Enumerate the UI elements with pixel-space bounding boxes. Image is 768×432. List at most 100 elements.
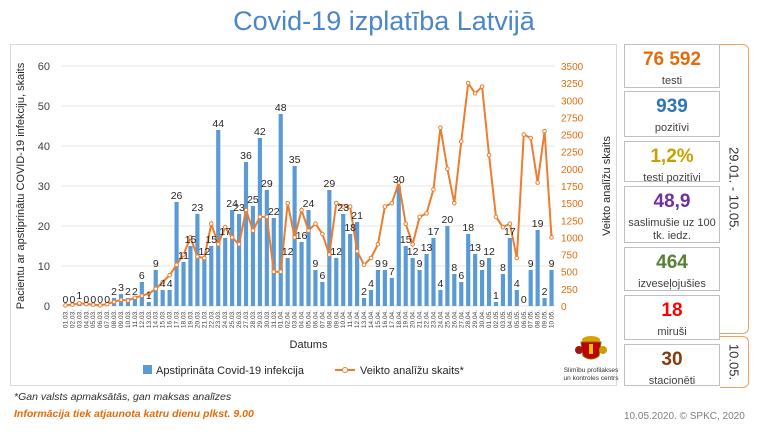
bar: [486, 258, 492, 306]
bar-value-label: 6: [458, 270, 464, 282]
left-tick-label: 60: [38, 61, 50, 73]
bar: [424, 254, 429, 306]
stat-box: 18 miruši: [624, 295, 720, 340]
line-point: [104, 301, 110, 307]
bar: [417, 270, 422, 306]
bar-value-label: 6: [139, 270, 145, 282]
line-point: [146, 291, 152, 296]
bar: [209, 246, 214, 306]
bar: [368, 290, 374, 306]
x-tick-label: 20.04.: [410, 310, 417, 328]
bar: [528, 270, 533, 306]
line-point: [396, 180, 402, 185]
credit: 10.05.2020. © SPKC, 2020: [624, 411, 745, 422]
line-point: [403, 221, 409, 227]
bar-value-label: 13: [421, 242, 433, 254]
line-point: [202, 255, 207, 261]
x-tick-label: 16.04.: [382, 310, 389, 328]
bar-value-label: 35: [289, 154, 301, 166]
line-point: [118, 297, 124, 303]
bar-value-label: 17: [428, 226, 440, 238]
bar-value-label: 0: [69, 294, 75, 306]
bar-value-label: 2: [542, 286, 548, 298]
line-point: [507, 221, 513, 227]
bar-value-label: 22: [268, 206, 280, 218]
bar: [514, 290, 519, 306]
stat-value: 1,2%: [650, 146, 694, 167]
line-point: [174, 262, 179, 268]
bar-value-label: 1: [146, 290, 152, 302]
line-point: [375, 241, 381, 247]
bar-value-label: 9: [382, 258, 388, 270]
bar-value-label: 0: [90, 294, 96, 306]
x-tick-label: 04.04.: [299, 310, 306, 328]
left-tick-label: 30: [38, 181, 50, 193]
x-tick-label: 11.04.: [347, 310, 354, 328]
bar-value-label: 0: [83, 294, 89, 306]
bar-value-label: 42: [254, 126, 266, 138]
bar-value-label: 0: [63, 294, 69, 306]
bar-value-label: 2: [111, 286, 117, 298]
stat-value: 464: [656, 252, 688, 273]
x-tick-label: 22.03.: [208, 310, 215, 328]
x-tick-label: 25.04.: [444, 310, 451, 328]
stat-label: saslimušie uz 100 tk. iedz.: [628, 217, 716, 242]
bar-value-label: 8: [451, 262, 457, 274]
x-tick-label: 07.05.: [528, 310, 535, 328]
line-point: [125, 298, 131, 303]
x-tick-label: 12.03.: [139, 310, 146, 328]
right-tick-label: 3500: [561, 62, 584, 73]
bar: [313, 270, 318, 306]
right-tick-label: 500: [561, 268, 578, 279]
bar: [535, 230, 540, 306]
x-tick-label: 15.03.: [160, 310, 167, 328]
line-point: [472, 91, 478, 96]
bar: [389, 278, 394, 306]
x-axis-title: Datums: [290, 339, 328, 351]
bar-value-label: 6: [319, 270, 325, 282]
bar-value-label: 0: [97, 294, 103, 306]
bar-value-label: 3: [118, 282, 124, 294]
x-tick-label: 18.03.: [181, 310, 188, 328]
line-point: [97, 303, 103, 308]
x-tick-label: 06.05.: [521, 310, 528, 328]
bar: [132, 298, 137, 306]
line-point: [292, 235, 297, 240]
bar-value-label: 4: [160, 278, 166, 290]
bar-value-label: 23: [233, 202, 245, 214]
x-tick-label: 17.04.: [389, 310, 396, 328]
bar-value-label: 17: [219, 226, 231, 238]
bar: [299, 242, 304, 306]
stat-value: 30: [661, 349, 683, 370]
stat-label: testi pozitīvi: [643, 172, 701, 184]
x-tick-label: 08.05.: [535, 310, 542, 328]
current-date-tab: 10.05.: [720, 336, 749, 388]
line-point: [361, 262, 367, 268]
x-tick-label: 20.03.: [194, 310, 201, 328]
bar-value-label: 30: [393, 174, 405, 186]
line-point: [528, 135, 533, 141]
line-point: [153, 286, 159, 292]
bar-value-label: 12: [199, 246, 211, 258]
bar-value-label: 12: [330, 246, 342, 258]
line-point: [160, 279, 165, 285]
x-tick-label: 06.03.: [97, 310, 104, 328]
bar: [306, 210, 311, 306]
x-tick-label: 01.03.: [62, 310, 69, 328]
x-tick-label: 24.04.: [437, 310, 444, 328]
x-tick-label: 30.04.: [479, 310, 486, 328]
right-tick-label: 1500: [561, 199, 584, 210]
line-point: [479, 84, 485, 89]
bar: [216, 130, 221, 306]
bar: [382, 270, 387, 306]
x-tick-label: 07.04.: [319, 310, 326, 328]
line-point: [70, 302, 75, 307]
stat-label: pozitīvi: [654, 122, 690, 134]
x-tick-label: 15.04.: [375, 310, 382, 328]
x-tick-label: 19.04.: [403, 310, 410, 328]
bar-value-label: 21: [351, 210, 363, 222]
bar: [348, 234, 353, 306]
right-tick-label: 2250: [561, 148, 584, 159]
line-point: [320, 231, 325, 237]
bar: [243, 162, 249, 306]
